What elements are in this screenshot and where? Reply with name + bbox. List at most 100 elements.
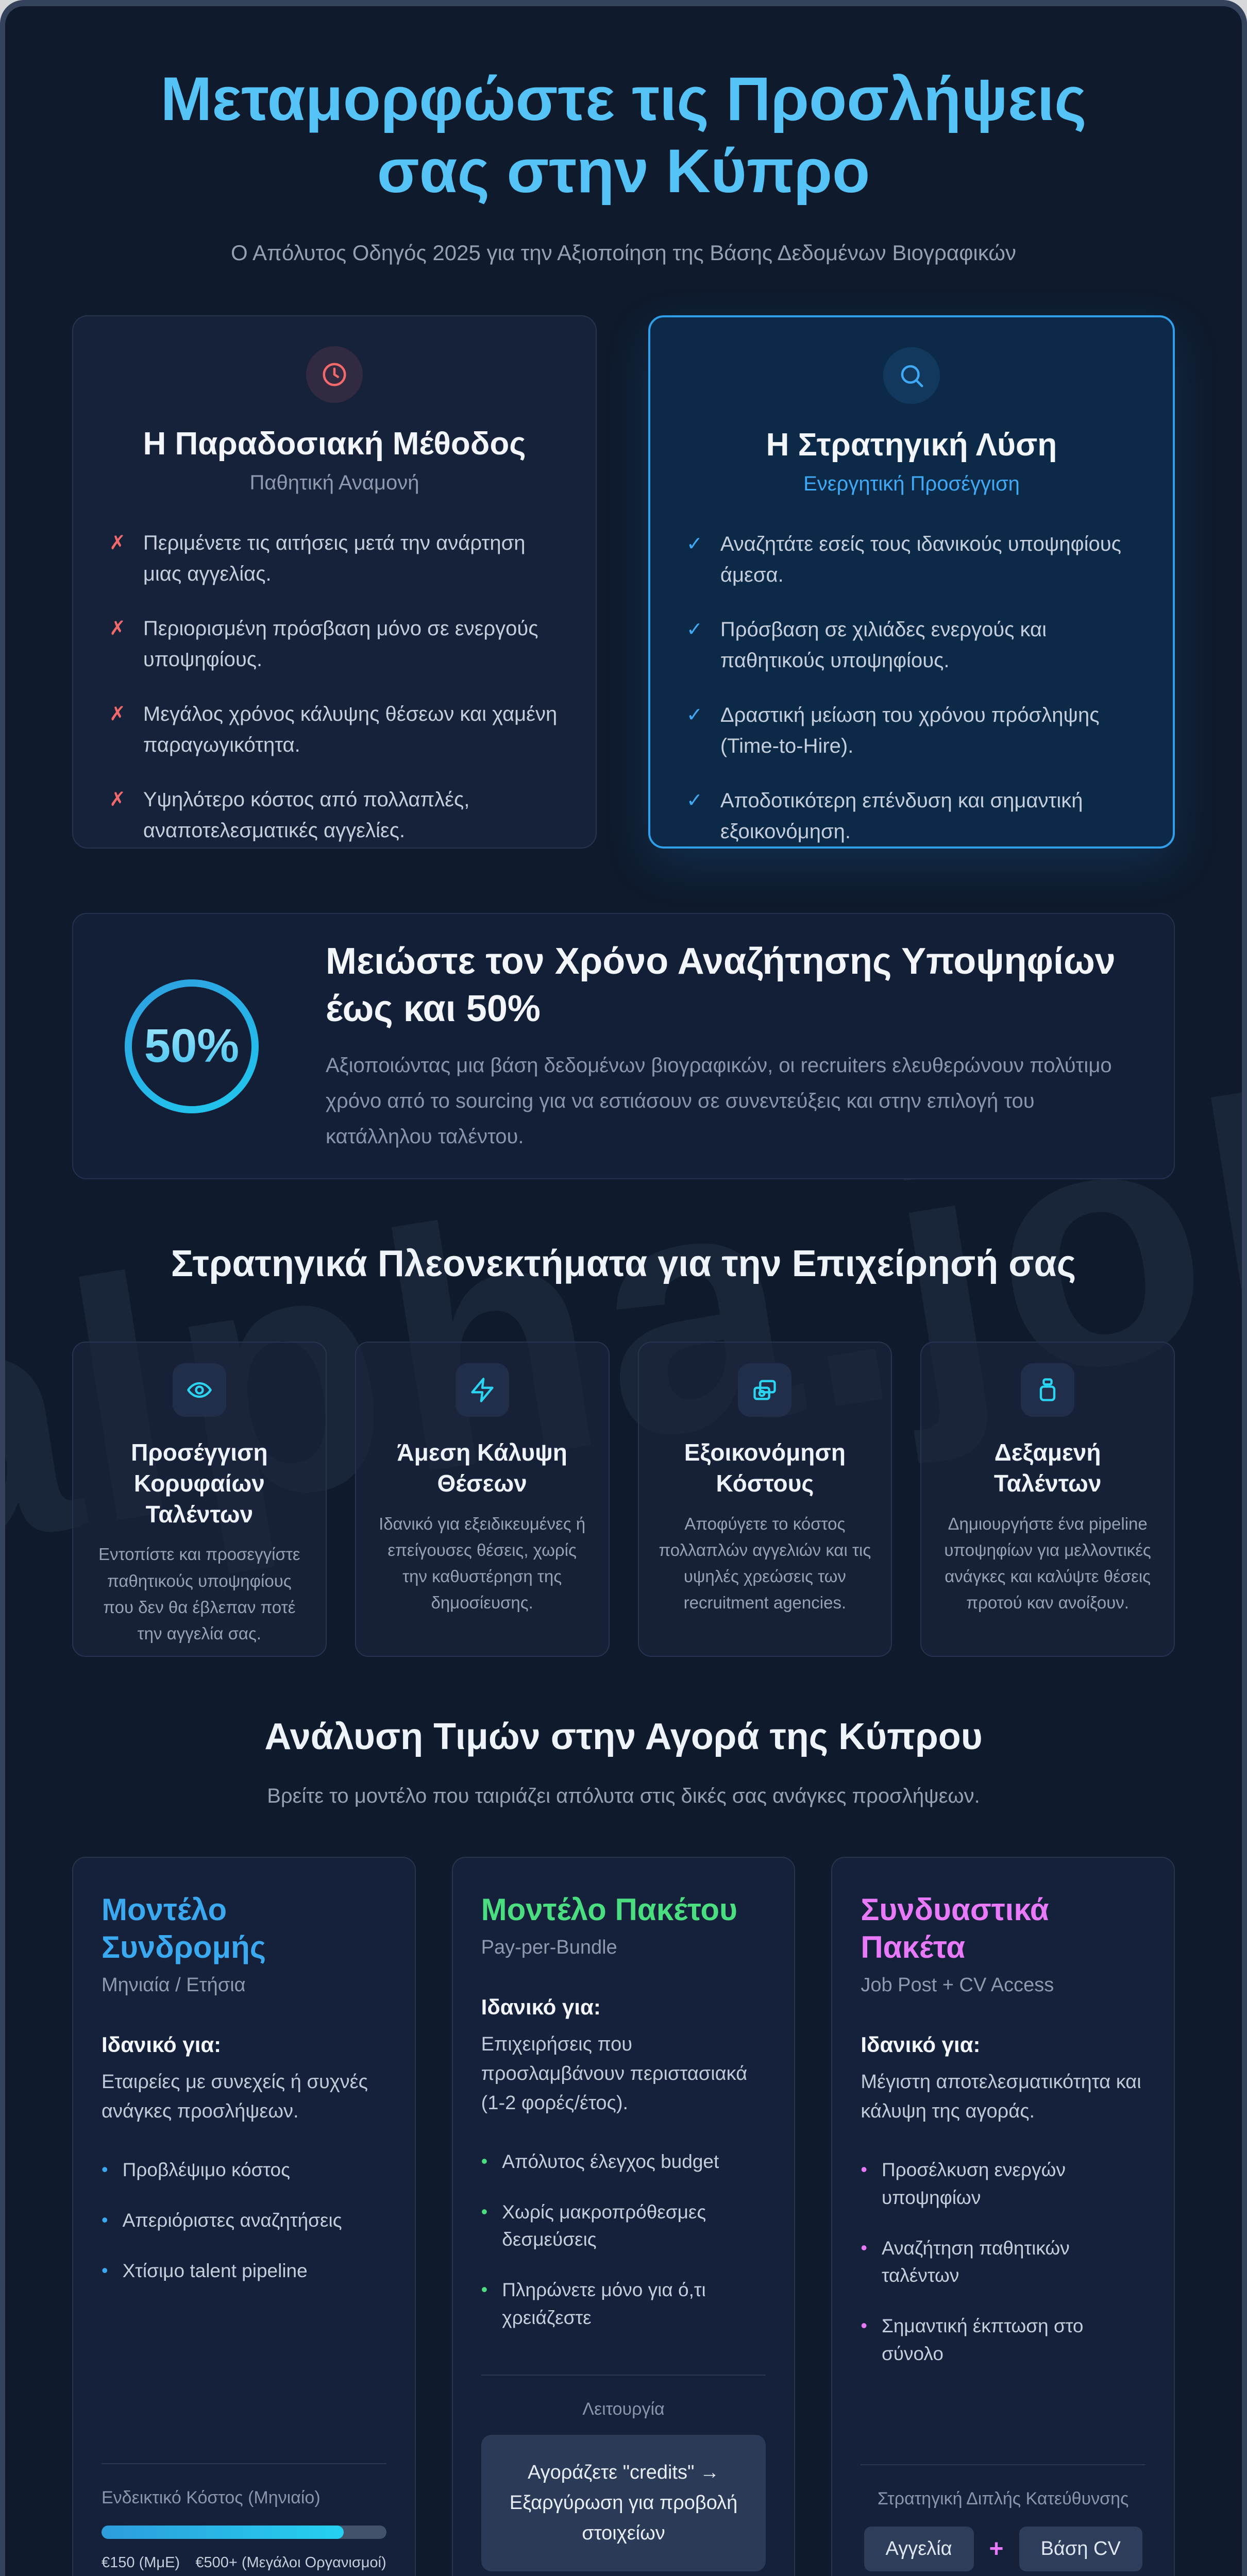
list-item-text: Υψηλότερο κόστος από πολλαπλές, αναποτελ… <box>143 788 470 842</box>
price-high: €500+ (Μεγάλοι Οργανισμοί) <box>195 2554 386 2571</box>
divider <box>861 2464 1146 2466</box>
pricing-title: Μοντέλο Πακέτου <box>481 1892 737 1927</box>
pricing-grid: Μοντέλο Συνδρομής Μηνιαία / Ετήσια Ιδανι… <box>72 1857 1175 2576</box>
mechanism-box: Αγοράζετε "credits" → Εξαργύρωση για προ… <box>481 2435 766 2572</box>
list-item-text: Δραστική μείωση του χρόνου πρόσληψης (Ti… <box>720 704 1100 757</box>
pricing-bullets: • Προβλέψιμο κόστος • Απεριόριστες αναζητή… <box>102 2156 386 2307</box>
pricing-card-combo: Συνδυαστικά Πακέτα Job Post + CV Access … <box>831 1857 1175 2576</box>
advantage-text: Αποφύγετε το κόστος πολλαπλών αγγελιών κ… <box>659 1514 871 1613</box>
bullet-text: Αναζήτηση παθητικών ταλέντων <box>881 2237 1070 2286</box>
bullet-dot: • <box>481 2200 488 2222</box>
ideal-text: Εταιρείες με συνεχείς ή συχνές ανάγκες π… <box>102 2071 368 2123</box>
bullet-item: • Απεριόριστες αναζητήσεις <box>102 2207 386 2234</box>
bullet-item: • Απόλυτος έλεγχος budget <box>481 2148 766 2176</box>
pricing-bullets: • Προσέλκυση ενεργών υποψηφίων • Αναζήτηση… <box>861 2156 1145 2390</box>
infographic-page: alpha.jobs Μεταμορφώστε τις Προσλήψεις σ… <box>5 6 1242 2576</box>
advantage-card-cost-saving: Εξοικονόμηση Κόστους Αποφύγετε το κόστος… <box>637 1342 892 1657</box>
bullet-item: • Χτίσιμο talent pipeline <box>102 2257 386 2285</box>
stat-title: Μειώστε τον Χρόνο Αναζήτησης Υποψηφίων έ… <box>326 941 1116 1030</box>
pricing-title: Συνδυαστικά Πακέτα <box>861 1892 1049 1965</box>
pricing-heading-block: Ανάλυση Τιμών στην Αγορά της Κύπρου Βρεί… <box>72 1716 1175 1808</box>
pricing-bullets: • Απόλυτος έλεγχος budget • Χωρίς μακροπρό… <box>481 2148 766 2354</box>
ideal-label: Ιδανικό για: <box>481 1995 601 2020</box>
bullet-text: Χτίσιμο talent pipeline <box>122 2260 308 2281</box>
page-subtitle: Ο Απόλυτος Οδηγός 2025 για την Αξιοποίησ… <box>230 240 1017 265</box>
pricing-heading: Ανάλυση Τιμών στην Αγορά της Κύπρου <box>264 1716 983 1757</box>
search-icon <box>883 347 940 404</box>
stat-text: Μειώστε τον Χρόνο Αναζήτησης Υποψηφίων έ… <box>326 938 1122 1155</box>
pricing-card-subscription: Μοντέλο Συνδρομής Μηνιαία / Ετήσια Ιδανι… <box>72 1857 416 2576</box>
traditional-list: ✗ Περιμένετε τις αιτήσεις μετά την ανάρτη… <box>109 528 560 846</box>
bullet-dot: • <box>861 2236 867 2258</box>
ideal-label: Ιδανικό για: <box>102 2032 222 2057</box>
pricing-card-bundle: Μοντέλο Πακέτου Pay-per-Bundle Ιδανικό γ… <box>451 1857 796 2576</box>
advantage-text: Εντοπίστε και προσεγγίστε παθητικούς υπο… <box>98 1545 300 1643</box>
list-item: ✓ Αναζητάτε εσείς τους ιδανικούς υποψηφίο… <box>686 529 1137 590</box>
advantages-grid: Προσέγγιση Κορυφαίων Ταλέντων Εντοπίστε … <box>72 1342 1175 1657</box>
list-item-text: Αποδοτικότερη επένδυση και σημαντική εξο… <box>720 789 1083 843</box>
bullet-dot: • <box>481 2150 488 2172</box>
traditional-subtitle: Παθητική Αναμονή <box>249 471 419 494</box>
traditional-method-card: Η Παραδοσιακή Μέθοδος Παθητική Αναμονή ✗… <box>72 315 597 849</box>
check-mark-icon: ✓ <box>686 533 703 555</box>
price-range: €150 (ΜμΕ) €500+ (Μεγάλοι Οργανισμοί) <box>102 2554 386 2571</box>
cost-bar-fill <box>102 2526 344 2539</box>
advantage-title: Προσέγγιση Κορυφαίων Ταλέντων <box>131 1439 268 1528</box>
cash-icon <box>738 1363 792 1417</box>
ideal-label: Ιδανικό για: <box>861 2032 981 2057</box>
bullet-text: Χωρίς μακροπρόθεσμες δεσμεύσεις <box>502 2201 706 2250</box>
bullet-item: • Πληρώνετε μόνο για ό,τι χρειάζεστε <box>481 2276 766 2331</box>
list-item: ✓ Δραστική μείωση του χρόνου πρόσληψης (T… <box>686 700 1137 761</box>
eye-icon <box>172 1363 226 1417</box>
pricing-subtitle: Μηνιαία / Ετήσια <box>102 1974 246 1996</box>
lightning-icon <box>455 1363 509 1417</box>
x-mark-icon: ✗ <box>109 618 126 639</box>
list-item: ✗ Υψηλότερο κόστος από πολλαπλές, αναποτε… <box>109 784 560 846</box>
advantage-text: Ιδανικό για εξειδικευμένες ή επείγουσες … <box>379 1514 586 1613</box>
stat-value: 50% <box>144 1020 240 1072</box>
strategic-subtitle: Ενεργητική Προσέγγιση <box>803 472 1020 495</box>
bullet-item: • Χωρίς μακροπρόθεσμες δεσμεύσεις <box>481 2198 766 2253</box>
clock-icon <box>306 346 363 403</box>
pricing-card-footer: Ενδεικτικό Κόστος (Μηνιαίο) €150 (ΜμΕ) €… <box>102 2443 386 2571</box>
divider <box>481 2375 766 2376</box>
plus-icon: + <box>989 2535 1004 2563</box>
list-item-text: Πρόσβαση σε χιλιάδες ενεργούς και παθητι… <box>720 618 1047 672</box>
bullet-text: Απεριόριστες αναζητήσεις <box>122 2210 342 2231</box>
percentage-ring-inner: 50% <box>132 986 251 1106</box>
pricing-subtitle: Job Post + CV Access <box>861 1974 1054 1996</box>
cv-database-chip: Βάση CV <box>1019 2527 1142 2572</box>
combo-chips: Αγγελία + Βάση CV <box>861 2527 1145 2572</box>
check-mark-icon: ✓ <box>686 704 703 726</box>
pricing-subtitle: Pay-per-Bundle <box>481 1937 617 1959</box>
divider <box>102 2463 386 2465</box>
percentage-ring: 50% <box>125 979 259 1113</box>
bullet-text: Απόλυτος έλεγχος budget <box>502 2151 719 2173</box>
bullet-text: Πληρώνετε μόνο για ό,τι χρειάζεστε <box>502 2279 706 2328</box>
advantage-card-talent-outreach: Προσέγγιση Κορυφαίων Ταλέντων Εντοπίστε … <box>72 1342 327 1657</box>
bullet-dot: • <box>102 2259 108 2281</box>
header: Μεταμορφώστε τις Προσλήψεις σας στην Κύπ… <box>72 63 1175 265</box>
advantage-title: Δεξαμενή Ταλέντων <box>993 1439 1102 1497</box>
cost-bar-track <box>102 2526 386 2539</box>
x-mark-icon: ✗ <box>109 789 126 810</box>
list-item: ✗ Περιμένετε τις αιτήσεις μετά την ανάρτη… <box>109 528 560 589</box>
stat-description: Αξιοποιώντας μια βάση δεδομένων βιογραφι… <box>326 1054 1112 1148</box>
bullet-dot: • <box>481 2279 488 2300</box>
bullet-item: • Αναζήτηση παθητικών ταλέντων <box>861 2234 1145 2290</box>
bullet-dot: • <box>102 2159 108 2180</box>
bullet-dot: • <box>861 2314 867 2336</box>
pricing-card-footer: Στρατηγική Διπλής Κατεύθυνσης Αγγελία + … <box>861 2444 1146 2572</box>
advantage-card-talent-pool: Δεξαμενή Ταλέντων Δημιουργήστε ένα pipel… <box>920 1342 1175 1657</box>
job-post-chip: Αγγελία <box>864 2527 974 2572</box>
page-title: Μεταμορφώστε τις Προσλήψεις σας στην Κύπ… <box>160 64 1087 206</box>
strategic-title: Η Στρατηγική Λύση <box>766 427 1057 463</box>
strategic-list: ✓ Αναζητάτε εσείς τους ιδανικούς υποψηφίο… <box>686 529 1137 846</box>
bullet-text: Σημαντική έκπτωση στο σύνολο <box>881 2315 1084 2364</box>
ideal-text: Μέγιστη αποτελεσματικότητα και κάλυψη τη… <box>861 2071 1141 2123</box>
advantages-heading: Στρατηγικά Πλεονεκτήματα για την Επιχείρ… <box>171 1243 1076 1284</box>
traditional-title: Η Παραδοσιακή Μέθοδος <box>143 426 526 462</box>
pricing-title: Μοντέλο Συνδρομής <box>102 1892 266 1965</box>
bullet-text: Προβλέψιμο κόστος <box>122 2159 290 2181</box>
